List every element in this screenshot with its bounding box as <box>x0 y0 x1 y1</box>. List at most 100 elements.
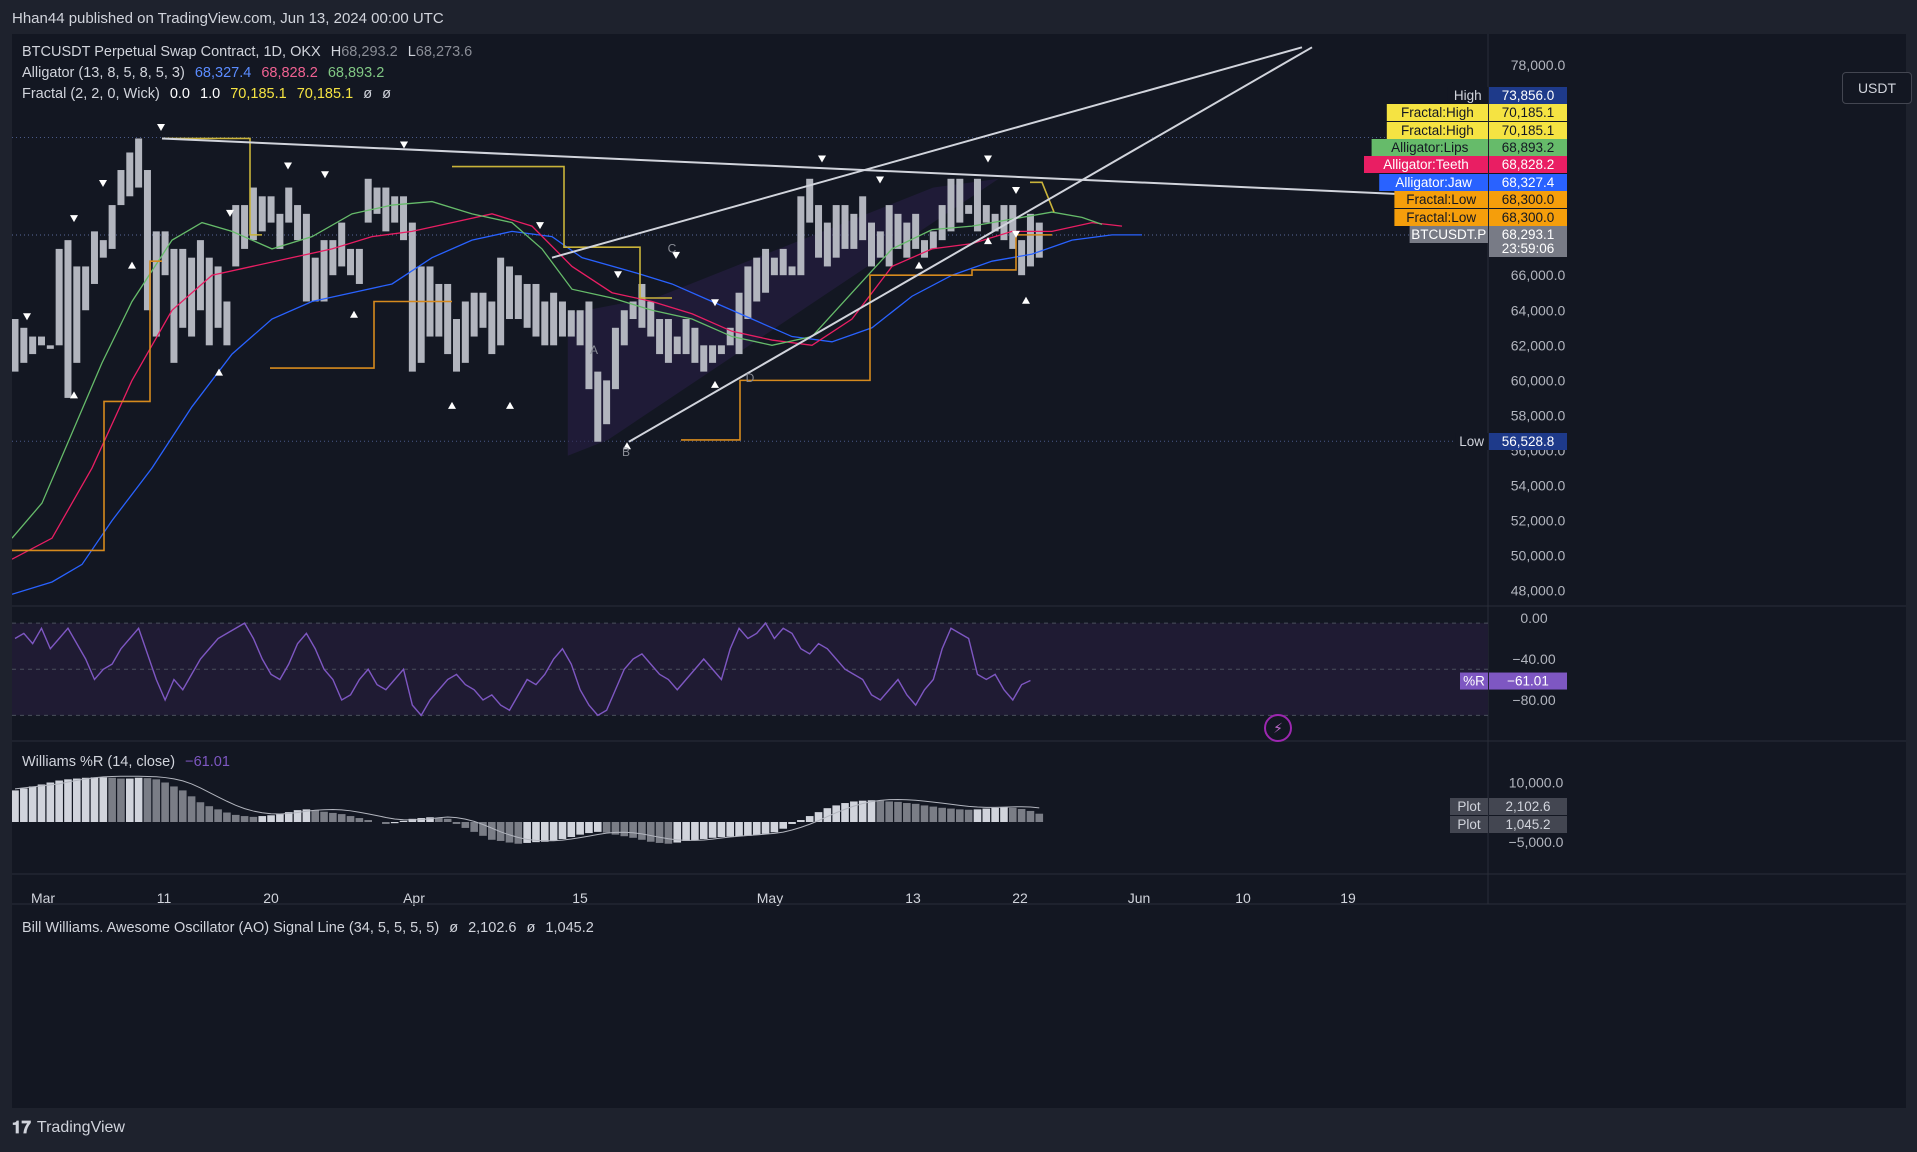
ao-histogram-bar <box>823 808 832 822</box>
ao-histogram-bar <box>108 777 116 822</box>
price-badge: Low 56,528.8 <box>1455 433 1567 450</box>
ao-signal-line <box>14 775 1040 842</box>
symbol-legend[interactable]: BTCUSDT Perpetual Swap Contract, 1D, OKX… <box>22 44 478 60</box>
price-tick-label: 64,000.0 <box>1511 302 1566 318</box>
ao-histogram-bar <box>850 801 858 822</box>
price-candle <box>505 266 513 320</box>
price-badge-label: Fractal:High <box>1401 123 1474 138</box>
fractal-value-4: 70,185.1 <box>296 86 354 102</box>
ao-histogram-bar <box>982 808 991 822</box>
price-candle <box>920 240 928 258</box>
ao-histogram-bar <box>276 814 284 822</box>
price-candle <box>143 170 151 311</box>
ao-histogram-bar <box>814 812 823 822</box>
price-candle <box>691 327 699 363</box>
price-candle <box>1000 205 1008 241</box>
lightning-icon[interactable]: ⚡ <box>1264 714 1292 742</box>
price-candle <box>788 266 796 276</box>
williams-r-legend[interactable]: Williams %R (14, close) −61.01 <box>22 754 236 770</box>
publisher-header: Hhan44 published on TradingView.com, Jun… <box>12 10 444 27</box>
price-candle <box>391 196 399 223</box>
fractal-down-arrow <box>536 222 544 230</box>
fractal-down-arrow <box>1012 187 1020 195</box>
price-candle <box>267 196 275 223</box>
ao-legend[interactable]: Bill Williams. Awesome Oscillator (AO) S… <box>22 920 600 936</box>
ao-histogram-bar <box>620 822 629 837</box>
price-candle <box>965 205 973 214</box>
chart-canvas[interactable]: 78,000.0 66,000.0 64,000.0 62,000.0 60,000.0… <box>12 34 1906 1108</box>
price-badge-value: 73,856.0 <box>1502 88 1555 103</box>
price-candle <box>1009 205 1017 249</box>
ao-histogram-bar <box>258 816 267 822</box>
fractal-up-arrow <box>128 261 136 269</box>
ao-histogram-bar <box>779 822 788 829</box>
ao-histogram-bar <box>46 782 55 822</box>
ao-histogram-bar <box>752 822 761 836</box>
price-candle <box>903 222 911 258</box>
ao-badge-value-bg <box>1489 816 1567 833</box>
williams-r-line <box>14 621 1031 717</box>
ao-histogram-bar <box>691 822 699 841</box>
ao-histogram-bar <box>320 811 328 822</box>
fractal-up-arrow <box>350 310 358 318</box>
ao-histogram-bar <box>1026 810 1035 822</box>
fractal-up-arrow <box>70 391 78 399</box>
ao-histogram-bar <box>797 820 805 822</box>
price-tick-label: 62,000.0 <box>1511 337 1566 353</box>
price-candle <box>488 301 496 355</box>
fractal-down-arrow <box>321 171 329 179</box>
ao-histogram-bar <box>214 809 222 822</box>
footer-brand[interactable]: 𝟏𝟕 TradingView <box>12 1118 125 1138</box>
price-candle <box>90 231 98 284</box>
time-axis-label: 19 <box>1340 890 1356 906</box>
ao-histogram-bar <box>956 809 964 822</box>
price-candle <box>541 301 549 346</box>
ao-histogram-bar <box>426 817 434 822</box>
trendline-upper <box>551 46 1303 259</box>
price-candle <box>585 301 593 390</box>
price-candle <box>611 327 619 390</box>
ao-histogram-bar <box>223 812 231 822</box>
price-candle <box>108 205 116 249</box>
ao-histogram-bar <box>337 814 346 822</box>
price-badge-label-bg <box>1379 174 1488 191</box>
price-candle <box>329 240 337 276</box>
ao-histogram-bar <box>876 800 885 822</box>
fractal-legend[interactable]: Fractal (2, 2, 0, Wick) 0.0 1.0 70,185.1… <box>22 86 397 102</box>
fractal-down-arrow <box>226 209 234 217</box>
price-candle <box>152 231 160 337</box>
chart-area[interactable]: 78,000.0 66,000.0 64,000.0 62,000.0 60,000.0… <box>12 34 1912 1108</box>
currency-button[interactable]: USDT <box>1842 72 1912 104</box>
low-value: 68,273.6 <box>415 44 473 60</box>
price-badge-value-bg <box>1489 87 1567 104</box>
ao-histogram-bar <box>452 822 461 824</box>
ao-histogram-bar <box>744 822 752 836</box>
price-badge-value: 68,828.2 <box>1502 157 1555 172</box>
price-candle <box>726 327 734 346</box>
fractal-up-arrow <box>984 237 992 245</box>
ao-histogram-bar <box>867 800 876 822</box>
price-candle <box>797 196 805 276</box>
williams-r-badge-label: %R <box>1463 674 1485 689</box>
fractal-down-arrow <box>70 215 78 223</box>
ao-badge-value: 1,045.2 <box>1505 817 1550 832</box>
price-badge-value: 68,293.1 <box>1502 227 1555 242</box>
price-candle <box>364 178 372 223</box>
ao-histogram-bar <box>523 822 531 843</box>
price-candle <box>894 213 902 249</box>
alligator-legend[interactable]: Alligator (13, 8, 5, 8, 5, 3) 68,327.4 6… <box>22 65 390 81</box>
pattern-point-label: B <box>622 445 630 459</box>
price-candle <box>973 178 981 232</box>
price-candle <box>629 301 637 320</box>
fractal-up-arrow <box>448 401 456 409</box>
price-badge-label: BTCUSDT.P <box>1411 227 1486 242</box>
price-candle <box>470 292 478 337</box>
time-axis-label: Mar <box>31 890 55 906</box>
ao-histogram-bar <box>629 822 637 838</box>
price-candle <box>479 292 487 328</box>
fractal-high-line-1 <box>162 137 262 236</box>
price-badge-label-bg <box>1447 87 1488 104</box>
alligator-lips-line <box>12 200 1103 539</box>
price-badge-value-bg <box>1489 122 1567 139</box>
ao-histogram-bar <box>311 810 320 822</box>
